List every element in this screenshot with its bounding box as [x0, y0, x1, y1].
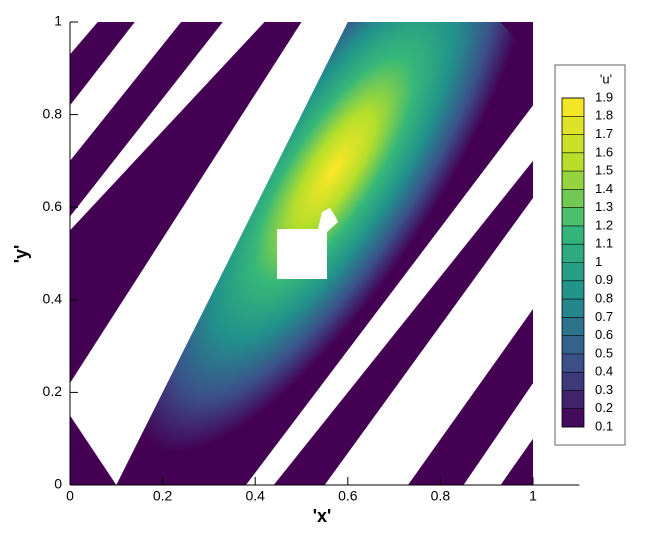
colorbar-label: 0.3 — [595, 382, 613, 397]
colorbar-band — [562, 98, 584, 117]
colorbar-band — [562, 317, 584, 336]
colorbar-label: 1.7 — [595, 126, 613, 141]
colorbar-band — [562, 408, 584, 427]
field-stripe — [500, 22, 533, 60]
colorbar-label: 1.6 — [595, 144, 613, 159]
colorbar-label: 1.9 — [595, 89, 613, 104]
colorbar-label: 1.1 — [595, 236, 613, 251]
x-tick-label: 0 — [66, 488, 74, 504]
colorbar-band — [562, 244, 584, 263]
colorbar-band — [562, 152, 584, 172]
colorbar-label: 0.2 — [595, 400, 613, 415]
colorbar-band — [562, 134, 584, 153]
colorbar-band — [562, 116, 584, 135]
colorbar-label: 1.5 — [595, 163, 613, 178]
colorbar-band — [562, 335, 584, 354]
colorbar-band — [562, 299, 584, 318]
field-stripe — [70, 22, 135, 106]
field-stripe — [70, 22, 223, 217]
y-tick-label: 1 — [54, 13, 62, 29]
colorbar-band — [562, 390, 584, 409]
y-tick-label: 0.8 — [43, 105, 63, 121]
colorbar-outline — [561, 97, 585, 428]
x-tick-label: 0.2 — [153, 488, 173, 504]
colorbar-title: 'u' — [600, 71, 612, 86]
colorbar-band — [562, 225, 584, 245]
colorbar-label: 0.9 — [595, 272, 613, 287]
colorbar-band — [562, 280, 584, 300]
colorbar-label: 1 — [595, 254, 602, 269]
colorbar-label: 0.7 — [595, 309, 613, 324]
field-stripe — [70, 22, 302, 384]
y-tick-label: 0.4 — [43, 291, 63, 307]
colorbar-band — [562, 372, 584, 391]
colorbar-band — [562, 189, 584, 208]
hole — [277, 229, 327, 279]
x-axis-label: 'x' — [313, 506, 332, 526]
colorbar-band — [562, 353, 584, 373]
field-stripe — [500, 438, 533, 485]
field-stripe — [273, 160, 533, 485]
field-stripe — [407, 309, 533, 485]
y-tick-label: 0 — [54, 476, 62, 492]
y-tick-label: 0.2 — [43, 383, 63, 399]
y-axis-label: 'y' — [11, 245, 31, 264]
colorbar-band — [562, 171, 584, 190]
colorbar-label: 1.3 — [595, 199, 613, 214]
y-tick-label: 0.6 — [43, 198, 63, 214]
colorbar-label: 1.4 — [595, 181, 613, 196]
colorbar-label: 0.1 — [595, 418, 613, 433]
colorbar-band — [562, 262, 584, 281]
x-tick-label: 1 — [529, 488, 537, 504]
x-tick-label: 0.8 — [431, 488, 451, 504]
field-stripe — [70, 415, 117, 485]
x-tick-label: 0.4 — [245, 488, 265, 504]
colorbar-label: 0.8 — [595, 290, 613, 305]
colorbar-band — [562, 207, 584, 226]
hole-edge — [318, 208, 338, 232]
colorbar-label: 1.2 — [595, 217, 613, 232]
x-tick-label: 0.6 — [338, 488, 358, 504]
colorbar-label: 0.6 — [595, 327, 613, 342]
colorbar-label: 0.5 — [595, 345, 613, 360]
colorbar-label: 1.8 — [595, 108, 613, 123]
colorbar-label: 0.4 — [595, 364, 613, 379]
